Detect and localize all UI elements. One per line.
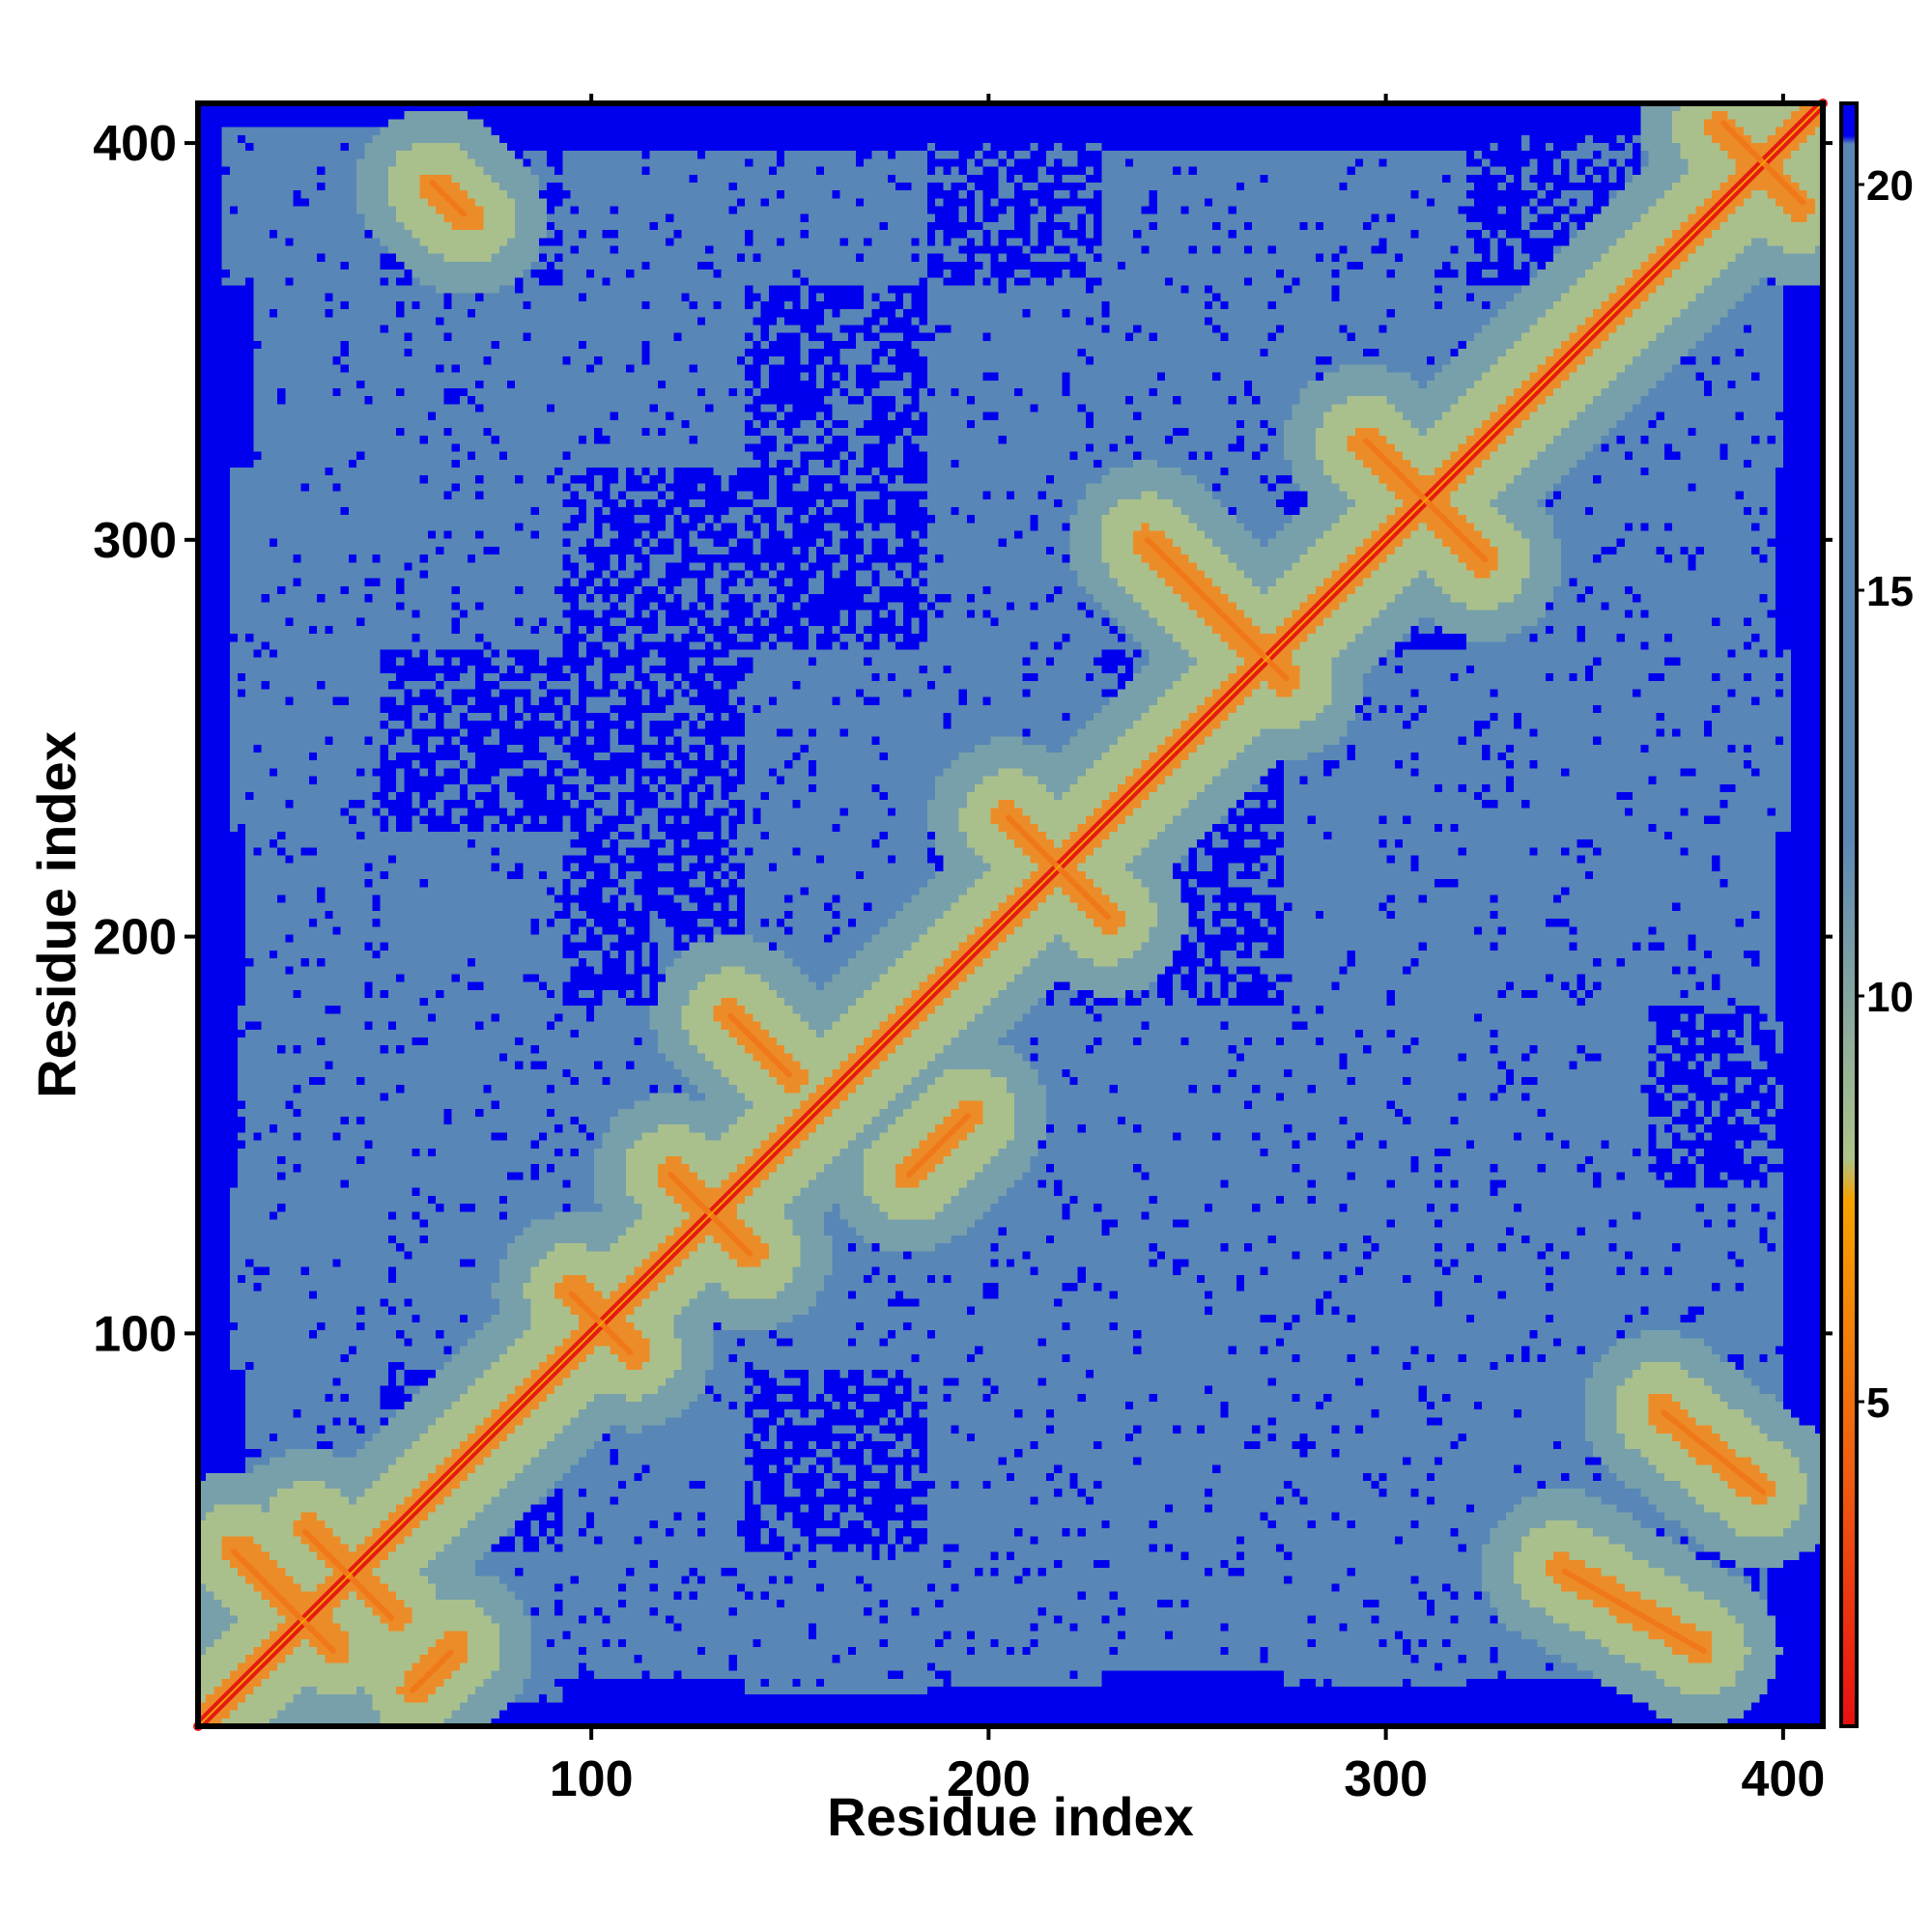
colorbar-tick-label: 20 xyxy=(1866,162,1914,210)
colorbar-gradient xyxy=(1841,103,1857,1726)
y-axis: 100 200 300 400 xyxy=(93,116,1833,1362)
x-tick-label: 300 xyxy=(1344,1751,1428,1807)
contact-diagonal-core xyxy=(197,102,1824,1727)
x-tick-label: 100 xyxy=(550,1751,634,1807)
contact-feature-13 xyxy=(1661,1409,1767,1495)
colorbar: 5 10 15 20 xyxy=(1839,101,1914,1728)
contact-feature-10 xyxy=(1144,536,1290,682)
y-tick-label: 300 xyxy=(93,513,177,569)
x-tick-label: 400 xyxy=(1741,1751,1825,1807)
y-tick-label: 200 xyxy=(93,910,177,966)
contact-feature-3 xyxy=(410,1647,456,1694)
y-axis-title: Residue index xyxy=(26,731,87,1098)
plot-frame xyxy=(195,100,1826,1729)
contact-feature-4 xyxy=(429,180,468,218)
colorbar-tick-label: 15 xyxy=(1866,568,1914,615)
contact-feature-1 xyxy=(231,1548,336,1654)
colorbar-frame xyxy=(1839,101,1859,1728)
x-axis: 100 200 300 400 xyxy=(550,94,1825,1807)
x-tick-label: 200 xyxy=(947,1751,1031,1807)
x-axis-title: Residue index xyxy=(827,1786,1194,1847)
colorbar-tick-label: 10 xyxy=(1866,974,1914,1021)
contact-feature-14 xyxy=(1561,1568,1707,1654)
contact-feature-8 xyxy=(906,1112,972,1179)
contact-feature-7 xyxy=(727,1012,793,1079)
y-tick-label: 100 xyxy=(93,1306,177,1362)
y-tick-label: 400 xyxy=(93,116,177,172)
contact-features xyxy=(193,99,1828,1731)
colorbar-tick-label: 5 xyxy=(1866,1379,1889,1427)
